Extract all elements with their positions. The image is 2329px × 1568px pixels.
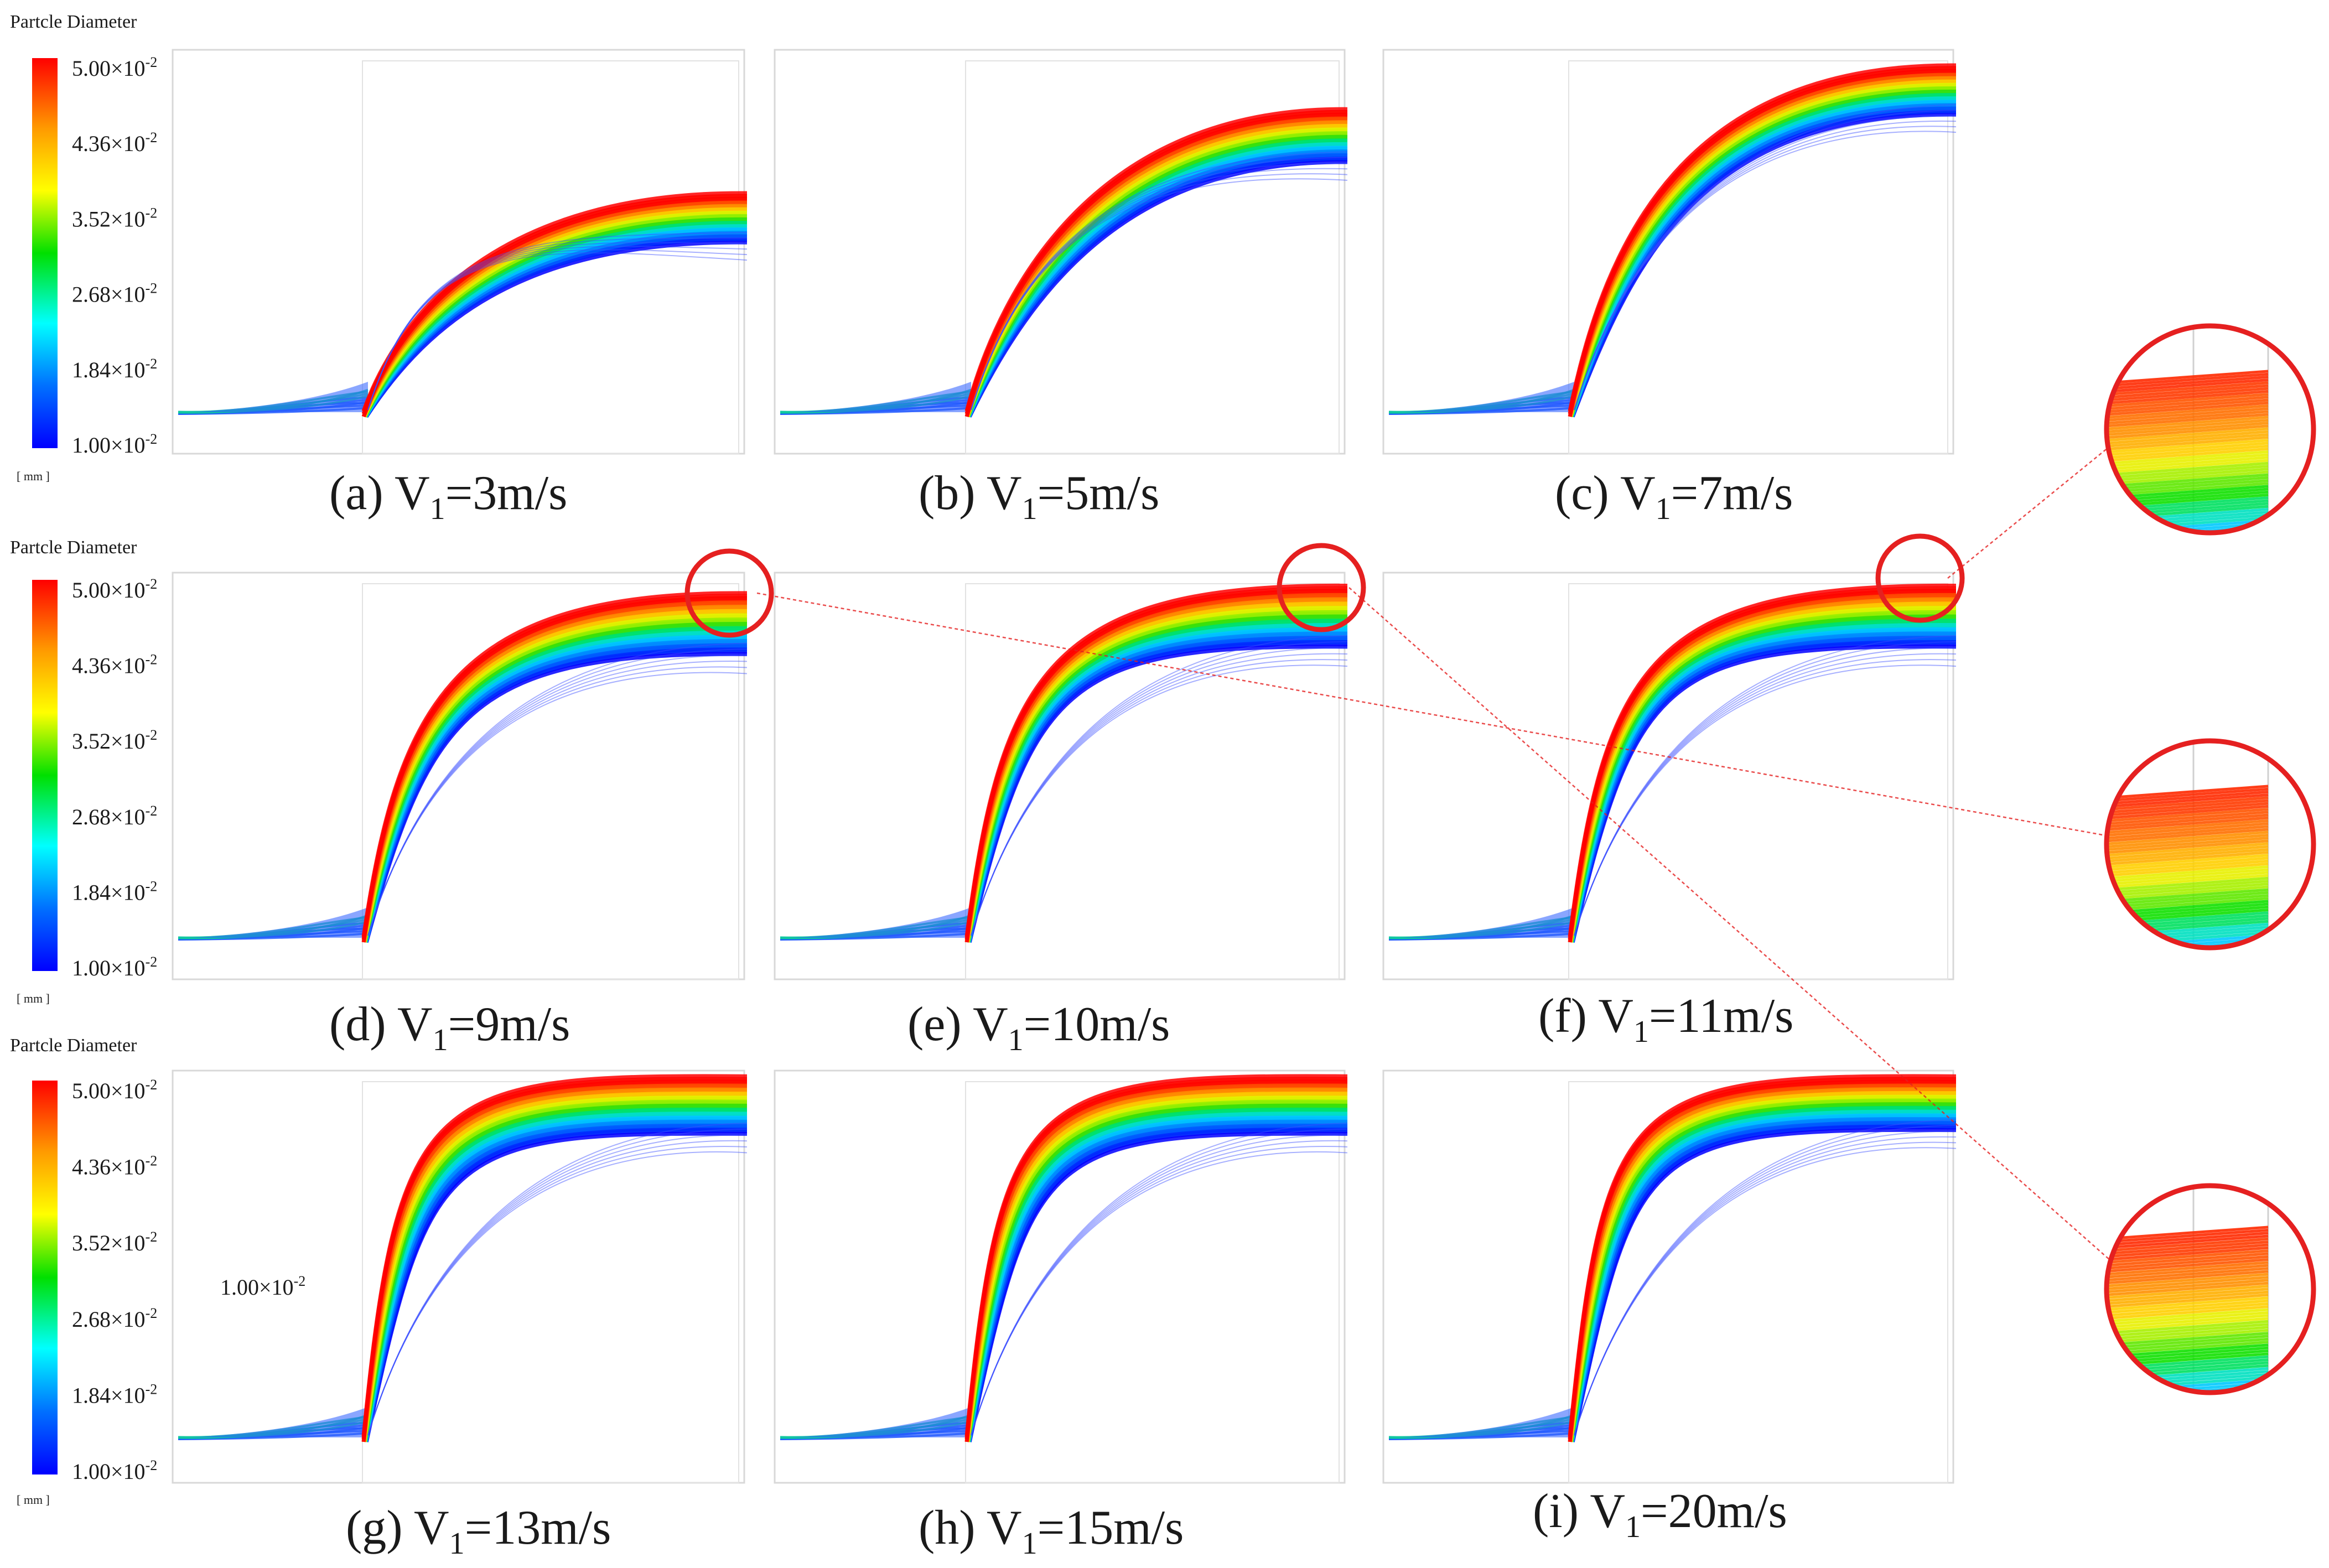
legend-tick-label: 3.52×10-2 [72, 727, 157, 754]
legend-tick-label: 1.00×10-2 [72, 1457, 157, 1484]
callout-leader-line [756, 592, 2128, 840]
stray-trajectories [367, 642, 748, 936]
caption-f: (f) V1=11m/s [1538, 989, 1793, 1049]
caption-b: (b) V1=5m/s [919, 466, 1159, 526]
domain-frame-inner [362, 583, 739, 980]
highlight-circle [1277, 543, 1366, 632]
caption-a: (a) V1=3m/s [329, 466, 567, 526]
stray-trajectories [971, 635, 1348, 936]
highlight-circle [684, 548, 774, 638]
trajectory-panel-h [774, 1069, 1348, 1484]
legend-unit: [ mm ] [17, 469, 50, 483]
legend-tick-label: 5.00×10-2 [72, 54, 157, 81]
legend-tick-label: 1.00×10-2 [72, 431, 157, 458]
trajectory-panel-f [1382, 572, 1957, 980]
trajectory-panel-c [1382, 49, 1957, 455]
legend-color-bar [32, 58, 58, 448]
legend-tick-label: 1.84×10-2 [72, 878, 157, 905]
domain-frame-inner [965, 583, 1340, 980]
legend-tick-label: 4.36×10-2 [72, 1153, 157, 1180]
stray-trajectories [971, 1122, 1348, 1436]
particle-stream-bands [964, 107, 1348, 418]
knee-bulge [1400, 1407, 1574, 1437]
knee-bulge [791, 907, 971, 938]
caption-g: (g) V1=13m/s [346, 1501, 611, 1561]
trajectory-panels [172, 49, 1957, 1484]
particle-stream-bands [361, 591, 748, 943]
knee-bulge [189, 907, 368, 938]
legend-tick-label: 2.68×10-2 [72, 281, 157, 307]
highlight-circle [1875, 533, 1965, 623]
knee-bulge [791, 382, 971, 412]
legend-tick-label: 1.00×10-2 [72, 954, 157, 980]
trajectory-panel-b [774, 49, 1348, 455]
particle-stream-bands [964, 1074, 1348, 1442]
domain-frame-inner [965, 60, 1340, 454]
legend-unit: [ mm ] [17, 1493, 50, 1507]
stray-trajectories [1574, 1119, 1957, 1436]
color-legend-row-3: Partcle Diameter 5.00×10-2 4.36×10-2 3.52×1… [10, 1035, 157, 1507]
legend-color-bar [32, 1081, 58, 1474]
stray-trajectories [367, 232, 748, 411]
legend-tick-label: 2.68×10-2 [72, 803, 157, 829]
legend-title: Partcle Diameter [10, 537, 137, 558]
caption-e: (e) V1=10m/s [907, 998, 1170, 1057]
knee-bulge [1400, 382, 1574, 412]
trajectory-panel-i [1382, 1069, 1957, 1484]
legend-tick-label: 3.52×10-2 [72, 205, 157, 231]
particle-stream-bands [361, 191, 748, 418]
legend-tick-label: 1.84×10-2 [72, 1381, 157, 1408]
knee-bulge [1400, 907, 1574, 938]
stray-scale-label: 1.00×10-2 [220, 1273, 305, 1300]
stray-trajectories [1574, 635, 1957, 936]
particle-stream-bands [361, 1074, 748, 1442]
color-legend-row-1: Partcle Diameter 5.00×10-2 4.36×10-2 3.52×1… [10, 12, 157, 483]
caption-h: (h) V1=15m/s [919, 1501, 1184, 1561]
caption-d: (d) V1=9m/s [329, 998, 570, 1057]
domain-frame-inner [1568, 1081, 1948, 1483]
stray-trajectories [971, 151, 1348, 411]
panel-captions: (a) V1=3m/s (b) V1=5m/s (c) V1=7m/s (d) V1=… [329, 466, 1793, 1561]
legend-title: Partcle Diameter [10, 1035, 137, 1056]
legend-tick-label: 5.00×10-2 [72, 1077, 157, 1103]
legend-tick-label: 1.84×10-2 [72, 356, 157, 382]
caption-c: (c) V1=7m/s [1555, 466, 1793, 526]
zoom-circle-e [2104, 738, 2316, 951]
particle-stream-bands [1568, 63, 1957, 418]
particle-stream-bands [964, 583, 1348, 943]
knee-bulge [791, 1407, 971, 1437]
legend-title: Partcle Diameter [10, 12, 137, 32]
trajectory-panel-e [774, 572, 1348, 980]
trajectory-panel-g [172, 1069, 748, 1484]
callout-leader-line [1348, 587, 2128, 1276]
knee-bulge [189, 382, 368, 412]
legend-tick-label: 4.36×10-2 [72, 129, 157, 156]
callout-leader-line [1947, 432, 2128, 579]
trajectory-panel-a [172, 49, 748, 455]
domain-frame [172, 49, 745, 455]
zoom-circle-f [2104, 1183, 2316, 1395]
color-legend-row-2: Partcle Diameter 5.00×10-2 4.36×10-2 3.52×1… [10, 537, 157, 1005]
zoom-circle-c [2104, 323, 2316, 536]
domain-frame-inner [1568, 60, 1948, 454]
trajectory-panel-d [172, 572, 748, 980]
stray-trajectories [1574, 104, 1957, 411]
caption-i: (i) V1=20m/s [1533, 1484, 1787, 1544]
knee-bulge [189, 1407, 368, 1437]
legend-color-bar [32, 580, 58, 971]
particle-stream-bands [1568, 583, 1957, 943]
legend-tick-label: 5.00×10-2 [72, 576, 157, 603]
legend-tick-label: 2.68×10-2 [72, 1305, 157, 1332]
domain-frame-inner [362, 60, 739, 454]
particle-stream-bands [1568, 1074, 1957, 1442]
legend-unit: [ mm ] [17, 991, 50, 1005]
legend-tick-label: 4.36×10-2 [72, 652, 157, 678]
legend-tick-label: 3.52×10-2 [72, 1229, 157, 1255]
stray-trajectories [367, 1122, 748, 1436]
